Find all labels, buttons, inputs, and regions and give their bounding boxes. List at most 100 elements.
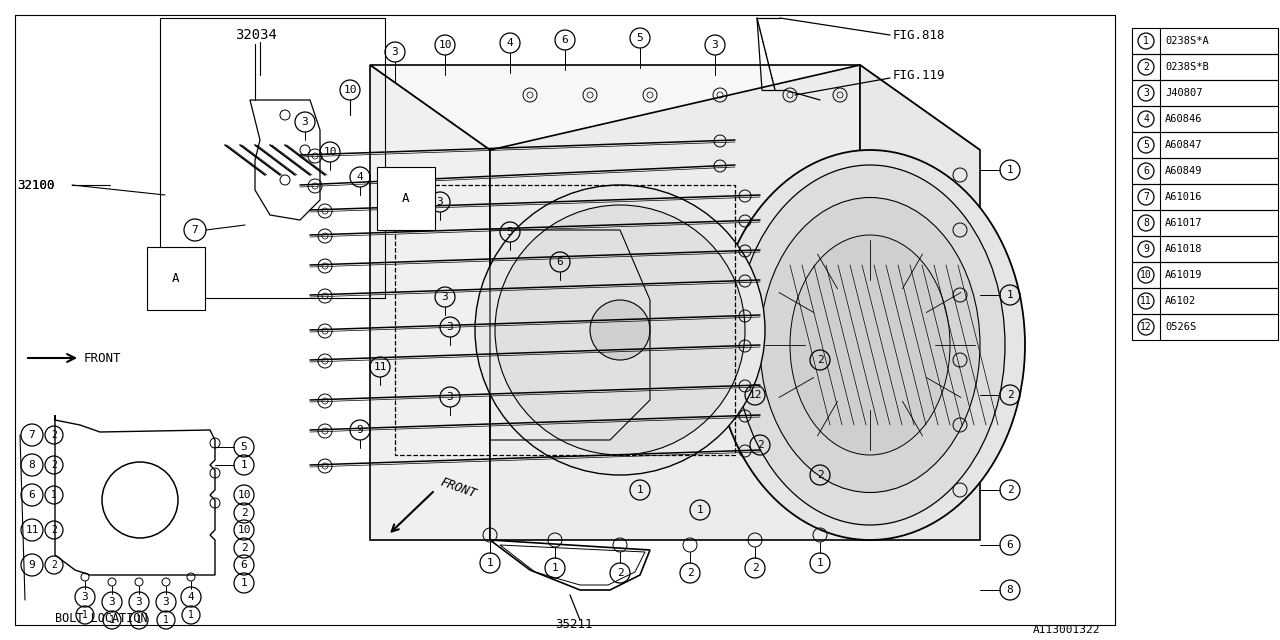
Text: 0238S*A: 0238S*A <box>1165 36 1208 46</box>
Text: J40807: J40807 <box>1165 88 1202 98</box>
Text: A: A <box>402 192 410 205</box>
Text: 5: 5 <box>507 227 513 237</box>
Text: 10: 10 <box>1140 270 1152 280</box>
Text: 0238S*B: 0238S*B <box>1165 62 1208 72</box>
Text: 2: 2 <box>817 470 823 480</box>
Text: 2: 2 <box>756 440 763 450</box>
Bar <box>1132 54 1277 80</box>
Text: 3: 3 <box>712 40 718 50</box>
Text: 4: 4 <box>507 38 513 48</box>
Text: 2: 2 <box>51 460 56 470</box>
Bar <box>1132 288 1277 314</box>
Text: 2: 2 <box>51 430 56 440</box>
Polygon shape <box>490 65 860 540</box>
Text: 3: 3 <box>109 597 115 607</box>
Bar <box>1132 158 1277 184</box>
Text: 1: 1 <box>1006 165 1014 175</box>
Text: 2: 2 <box>686 568 694 578</box>
Text: 32100: 32100 <box>17 179 55 191</box>
Text: A61018: A61018 <box>1165 244 1202 254</box>
Text: 1: 1 <box>82 610 88 620</box>
Text: 3: 3 <box>392 47 398 57</box>
Text: 10: 10 <box>237 525 251 535</box>
Polygon shape <box>370 65 980 150</box>
Text: 2: 2 <box>617 568 623 578</box>
Bar <box>1132 80 1277 106</box>
Text: A60846: A60846 <box>1165 114 1202 124</box>
Text: 2: 2 <box>1006 485 1014 495</box>
Text: 1: 1 <box>188 610 195 620</box>
Text: 6: 6 <box>28 490 36 500</box>
Text: 7: 7 <box>192 225 198 235</box>
Bar <box>1132 314 1277 340</box>
Bar <box>1132 106 1277 132</box>
Text: FIG.119: FIG.119 <box>893 68 946 81</box>
Text: 2: 2 <box>51 560 56 570</box>
Text: 11: 11 <box>1140 296 1152 306</box>
Text: BOLT LOCATION: BOLT LOCATION <box>55 611 147 625</box>
Text: 3: 3 <box>136 597 142 607</box>
Text: 8: 8 <box>1143 218 1149 228</box>
Text: 3: 3 <box>82 592 88 602</box>
Text: A6102: A6102 <box>1165 296 1197 306</box>
Ellipse shape <box>790 235 950 455</box>
Text: 2: 2 <box>817 355 823 365</box>
Text: 3: 3 <box>442 292 448 302</box>
Bar <box>1132 184 1277 210</box>
Text: 1: 1 <box>552 563 558 573</box>
Text: 0526S: 0526S <box>1165 322 1197 332</box>
Text: 8: 8 <box>1006 585 1014 595</box>
Ellipse shape <box>735 165 1005 525</box>
Text: 35211: 35211 <box>556 618 593 632</box>
Bar <box>1132 28 1277 54</box>
Text: 10: 10 <box>324 147 337 157</box>
Text: 7: 7 <box>1143 192 1149 202</box>
Circle shape <box>495 205 745 455</box>
Polygon shape <box>370 65 490 540</box>
Text: 1: 1 <box>696 505 704 515</box>
Text: 1: 1 <box>109 615 115 625</box>
Text: 1: 1 <box>163 615 169 625</box>
Text: 3: 3 <box>436 197 443 207</box>
Bar <box>1132 132 1277 158</box>
Text: 9: 9 <box>357 425 364 435</box>
Text: 1: 1 <box>1006 290 1014 300</box>
Bar <box>1132 236 1277 262</box>
Text: 12: 12 <box>1140 322 1152 332</box>
Text: A61019: A61019 <box>1165 270 1202 280</box>
Text: 10: 10 <box>237 490 251 500</box>
Text: 6: 6 <box>562 35 568 45</box>
Text: 4: 4 <box>1143 114 1149 124</box>
Bar <box>1132 210 1277 236</box>
Text: 1: 1 <box>241 578 247 588</box>
Text: A113001322: A113001322 <box>1033 625 1100 635</box>
Text: 3: 3 <box>447 392 453 402</box>
Text: 4: 4 <box>357 172 364 182</box>
Text: A61016: A61016 <box>1165 192 1202 202</box>
Text: 10: 10 <box>343 85 357 95</box>
Text: 32034: 32034 <box>236 28 276 42</box>
Text: FIG.818: FIG.818 <box>893 29 946 42</box>
Text: 5: 5 <box>1143 140 1149 150</box>
Text: A61017: A61017 <box>1165 218 1202 228</box>
Text: 5: 5 <box>636 33 644 43</box>
Text: 1: 1 <box>636 485 644 495</box>
Text: FRONT: FRONT <box>438 476 477 500</box>
Text: 1: 1 <box>486 558 493 568</box>
Text: 6: 6 <box>1143 166 1149 176</box>
Text: A: A <box>172 272 179 285</box>
Bar <box>1132 262 1277 288</box>
Circle shape <box>475 185 765 475</box>
Text: 1: 1 <box>817 558 823 568</box>
Text: 7: 7 <box>28 430 36 440</box>
Text: 32100: 32100 <box>17 179 55 191</box>
Text: 8: 8 <box>28 460 36 470</box>
Text: 11: 11 <box>374 362 387 372</box>
Text: 1: 1 <box>51 490 56 500</box>
Text: 2: 2 <box>1143 62 1149 72</box>
Text: 9: 9 <box>28 560 36 570</box>
Circle shape <box>590 300 650 360</box>
Text: 12: 12 <box>749 390 762 400</box>
Text: FRONT: FRONT <box>84 351 122 365</box>
Text: 1: 1 <box>136 615 142 625</box>
